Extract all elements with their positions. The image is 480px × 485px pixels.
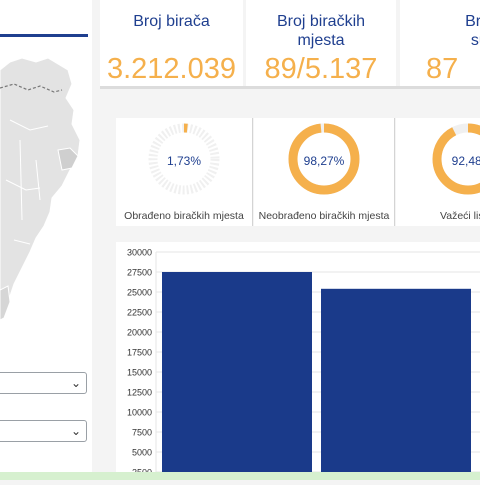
gauge-processed-ring: [148, 123, 220, 195]
gauge-unprocessed-ring: [288, 123, 360, 195]
gauge-caption: Neobrađeno biračkih mjesta: [258, 210, 390, 222]
stat-label-line: Broj biračkih: [276, 13, 366, 30]
gauge-card-valid: 92,48% Važeći lis: [396, 118, 480, 226]
gauge-caption: Obrađeno biračkih mjesta: [124, 210, 244, 222]
y-tick-label: 10000: [127, 408, 152, 418]
y-tick-label: 25000: [127, 288, 152, 298]
bottom-strip: [0, 472, 480, 480]
stat-label: Broj biračkih mjesta: [246, 12, 396, 50]
bar-chart-panel: 2500500075001000012500150001750020000225…: [116, 242, 480, 480]
electoral-map[interactable]: [0, 40, 92, 340]
dropdown-select-1[interactable]: ⌄: [0, 372, 87, 394]
stat-label-line: mjesta: [297, 32, 345, 49]
y-tick-label: 12500: [127, 388, 152, 398]
gauge-fill: [288, 123, 360, 195]
gauge-percent: 1,73%: [166, 154, 202, 168]
y-tick-label: 27500: [127, 268, 152, 278]
stat-label: Broj poli subjek: [424, 12, 480, 50]
stat-label-line: subjek: [470, 32, 480, 49]
y-tick-label: 17500: [127, 348, 152, 358]
y-tick-label: 22500: [127, 308, 152, 318]
gauge-card-processed: 1,73% Obrađeno biračkih mjesta: [116, 118, 253, 226]
y-tick-label: 7500: [132, 428, 152, 438]
stat-label-line: Broj birača: [133, 13, 210, 30]
stat-label: Broj birača: [100, 12, 243, 31]
stats-divider: [100, 86, 480, 89]
gauge-fill: [148, 123, 220, 195]
y-tick-label: 5000: [132, 448, 152, 458]
y-tick-label: 20000: [127, 328, 152, 338]
y-tick-label: 15000: [127, 368, 152, 378]
bar-chart: 2500500075001000012500150001750020000225…: [127, 248, 480, 480]
bar[interactable]: [162, 272, 312, 480]
stat-card-polling-stations: Broj biračkih mjesta 89/5.137: [246, 0, 396, 86]
gauge-valid-ring: [432, 123, 480, 195]
stat-value: 87: [426, 53, 459, 85]
stat-card-voters: Broj birača 3.212.039: [100, 0, 243, 86]
dropdown-select-2[interactable]: ⌄: [0, 420, 87, 442]
stat-value: 89/5.137: [264, 53, 378, 85]
gauge-percent: 92,48%: [451, 154, 480, 168]
gauge-card-unprocessed: 98,27% Neobrađeno biračkih mjesta: [254, 118, 395, 226]
map-header-line: [0, 34, 88, 37]
map-internal-lines: [5, 119, 49, 245]
chevron-down-icon: ⌄: [70, 424, 81, 438]
gauge-caption: Važeći lis: [440, 210, 480, 222]
stat-card-political-subjects: Broj poli subjek 87: [400, 0, 480, 86]
stat-label-line: Broj poli: [465, 13, 480, 30]
gauge-fill: [432, 123, 480, 195]
map-region-main[interactable]: [0, 57, 81, 321]
chevron-down-icon: ⌄: [70, 376, 81, 390]
map-border-line: [0, 83, 63, 93]
map-region-east[interactable]: [57, 147, 79, 171]
stat-value: 3.212.039: [106, 53, 236, 85]
map-region-south[interactable]: [0, 285, 11, 321]
map-panel: ⌄ ⌄: [0, 0, 92, 480]
bar[interactable]: [321, 288, 471, 480]
gauge-percent: 98,27%: [303, 154, 345, 168]
y-tick-label: 30000: [127, 248, 152, 258]
